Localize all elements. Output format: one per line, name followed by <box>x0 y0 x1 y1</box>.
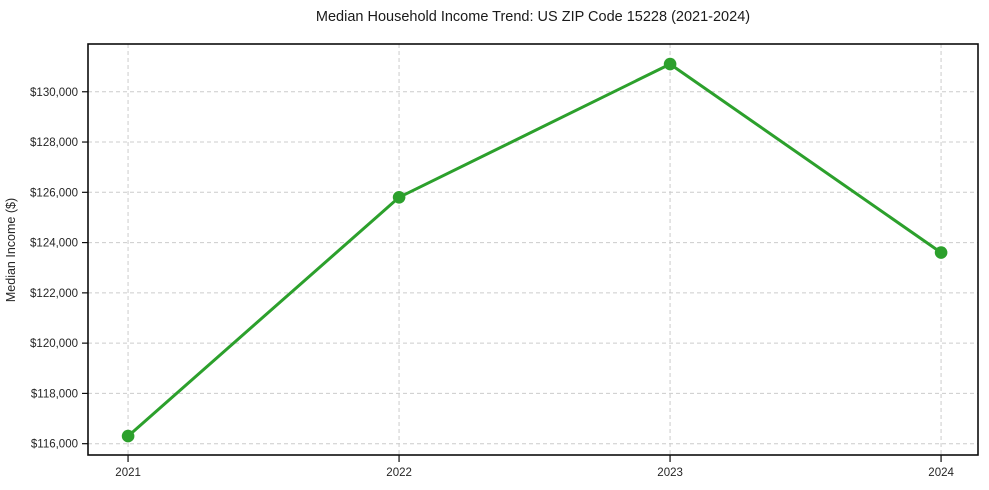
y-tick-label: $128,000 <box>30 137 78 149</box>
chart-title: Median Household Income Trend: US ZIP Co… <box>316 9 750 25</box>
y-tick-labels: $116,000 $118,000 $120,000 $122,000 $124,000… <box>30 87 78 451</box>
y-tick-label: $116,000 <box>31 439 78 451</box>
y-tick-label: $122,000 <box>30 288 78 300</box>
plot-border <box>87 43 979 456</box>
y-axis-label: Median Income ($) <box>4 198 18 302</box>
x-tick-label: 2021 <box>115 467 141 479</box>
y-tick-label: $126,000 <box>30 187 78 199</box>
x-tick-labels: 2021 2022 2023 2024 <box>115 467 954 479</box>
x-tick-label: 2023 <box>657 467 683 479</box>
data-point-2022 <box>392 191 406 204</box>
y-tick-label: $124,000 <box>30 238 78 250</box>
trend-line <box>126 62 943 438</box>
data-point-2024 <box>934 246 948 259</box>
y-tick-label: $118,000 <box>31 388 78 400</box>
x-tick-label: 2024 <box>928 467 954 479</box>
data-points-layer <box>121 57 948 443</box>
y-tick-label: $130,000 <box>30 87 78 99</box>
data-point-2023 <box>663 57 677 71</box>
tick-marks-layer <box>82 91 942 462</box>
grid-layer <box>88 44 978 455</box>
data-point-2021 <box>121 429 135 443</box>
y-tick-label: $120,000 <box>30 338 78 350</box>
x-tick-label: 2022 <box>386 467 412 479</box>
